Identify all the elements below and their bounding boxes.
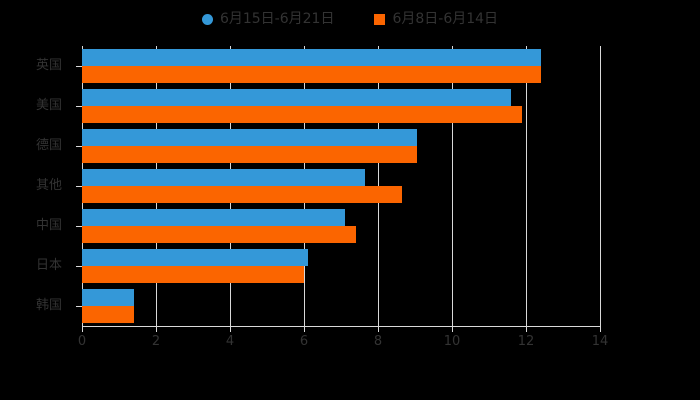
bar[interactable] [82, 266, 304, 283]
y-category-label: 英国 [35, 58, 62, 73]
x-tick [378, 326, 379, 332]
y-tick [76, 106, 82, 107]
bar[interactable] [82, 186, 403, 203]
x-tick-label: 6 [299, 334, 309, 349]
bar[interactable] [82, 49, 541, 66]
x-tick-label: 8 [373, 334, 383, 349]
x-tick [82, 326, 83, 332]
legend-item[interactable]: 6月15日-6月21日 [201, 11, 335, 27]
bar[interactable] [82, 169, 366, 186]
y-category-label: 其他 [35, 178, 62, 193]
bar[interactable] [82, 249, 308, 266]
x-tick [452, 326, 453, 332]
legend-swatch-square-icon [374, 13, 386, 25]
bar[interactable] [82, 129, 417, 146]
y-category-label: 韩国 [35, 298, 62, 313]
y-tick [76, 306, 82, 307]
x-tick-label: 14 [591, 334, 609, 349]
x-tick-label: 12 [517, 334, 535, 349]
bar[interactable] [82, 66, 541, 83]
bar[interactable] [82, 306, 134, 323]
bar[interactable] [82, 209, 345, 226]
bar[interactable] [82, 226, 356, 243]
x-axis-line [82, 326, 601, 327]
x-tick [304, 326, 305, 332]
legend-label: 6月8日-6月14日 [392, 11, 499, 27]
y-category-label: 德国 [35, 138, 62, 153]
bar[interactable] [82, 289, 134, 306]
gridline [600, 46, 601, 326]
gridline [526, 46, 527, 326]
x-tick-label: 0 [77, 334, 87, 349]
x-tick [526, 326, 527, 332]
x-tick [230, 326, 231, 332]
y-tick [76, 266, 82, 267]
y-tick [76, 186, 82, 187]
bar[interactable] [82, 106, 523, 123]
y-tick [76, 66, 82, 67]
y-category-label: 日本 [35, 258, 62, 273]
y-tick [76, 146, 82, 147]
y-category-label: 美国 [35, 98, 62, 113]
y-category-label: 中国 [35, 218, 62, 233]
plot-area [82, 46, 601, 326]
x-tick-label: 4 [225, 334, 235, 349]
y-tick [76, 226, 82, 227]
chart-legend: 6月15日-6月21日 6月8日-6月14日 [0, 6, 700, 32]
x-tick-label: 2 [151, 334, 161, 349]
x-tick-label: 10 [443, 334, 461, 349]
gridline [452, 46, 453, 326]
legend-label: 6月15日-6月21日 [219, 11, 335, 27]
x-tick [600, 326, 601, 332]
legend-swatch-circle-icon [201, 13, 213, 25]
bar[interactable] [82, 89, 512, 106]
x-tick [156, 326, 157, 332]
legend-item[interactable]: 6月8日-6月14日 [374, 11, 498, 27]
bar[interactable] [82, 146, 417, 163]
